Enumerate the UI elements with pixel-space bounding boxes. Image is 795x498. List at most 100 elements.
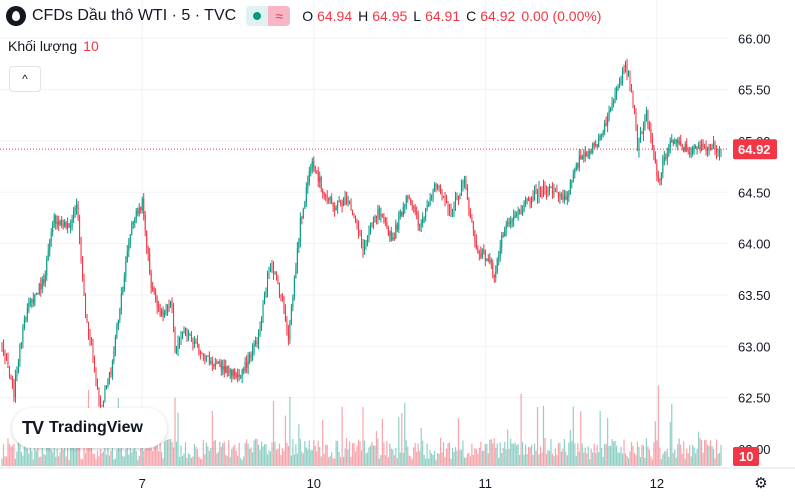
gear-icon[interactable]: ⚙ [754,475,768,492]
volume-bar [238,442,240,466]
candle [466,184,468,201]
candle [672,139,674,147]
volume-bar [414,443,416,466]
candle [214,357,216,370]
candle [695,144,697,149]
candle [134,216,136,228]
volume-legend[interactable]: Khối lượng 10 [8,38,99,54]
candle [692,145,694,157]
high-key: H [358,8,369,24]
chart-legend: CFDs Dầu thô WTI · 5 · TVC ≈ O 64.94 H 64.… [6,6,603,26]
volume-bar [350,456,352,466]
candle [95,367,97,387]
candle [595,139,597,148]
candle [272,261,274,280]
candle [517,206,519,221]
candle [510,216,512,229]
candle [35,292,37,296]
volume-bar [559,442,561,466]
candle [310,163,312,177]
volume-bar [381,418,383,466]
candle [556,184,558,193]
candle [629,70,631,92]
candle [19,343,21,367]
volume-bar [481,450,483,466]
candle [229,367,231,379]
volume-bar [196,449,199,466]
candle [507,218,509,228]
candle [675,139,677,148]
candle [82,256,84,282]
tradingview-logo[interactable]: TV TradingView [12,408,167,448]
volume-bar [454,447,457,466]
candle [159,303,161,317]
volume-bar [702,452,704,466]
candle [559,191,561,204]
candle [483,244,485,255]
volume-bar [422,440,424,466]
volume-bar [137,459,139,466]
volume-bar [677,444,679,466]
candle [13,379,15,402]
candle [119,307,121,324]
candle [437,183,439,191]
candle [657,170,659,183]
candle [311,157,313,174]
candle [137,207,139,217]
candle [719,146,721,161]
candle [262,300,264,324]
wave-icon[interactable]: ≈ [268,6,291,26]
candle [356,218,358,230]
candle [226,365,228,378]
volume-bar [496,443,498,466]
volume-bar [709,440,712,466]
volume-bar [135,451,137,466]
volume-bar [510,438,512,466]
symbol-title[interactable]: CFDs Dầu thô WTI · 5 · TVC [32,7,237,24]
volume-bar [420,428,422,466]
candle [395,219,397,239]
candle [93,355,95,373]
volume-bar [96,450,99,466]
volume-bar [89,446,91,466]
volume-bar [692,444,694,466]
candle [372,216,374,230]
candle [393,232,395,242]
volume-bar [389,443,391,466]
volume-bar [456,450,458,466]
candle [581,154,583,160]
volume-bar [280,455,282,466]
collapse-legend-button[interactable]: ^ [9,66,41,92]
candle [572,169,574,183]
volume-bar [478,447,480,466]
volume-bar [317,440,319,466]
candle [457,195,459,206]
volume-bar [338,452,340,466]
market-status-pill[interactable]: ≈ [246,6,291,26]
volume-bar [483,450,485,466]
price-tick-label: 66.00 [738,31,771,46]
market-open-indicator[interactable] [246,6,269,26]
volume-bar [205,442,207,466]
candle [454,191,456,211]
candle [611,97,613,111]
candle [720,148,722,158]
volume-bar [451,447,454,466]
candle [83,273,85,297]
volume-bar [240,458,242,466]
volume-bar [480,441,482,466]
volume-bar [499,442,501,466]
volume-bar [290,455,292,466]
candle [210,357,212,365]
volume-bar [214,440,216,466]
candle [281,293,283,302]
volume-bar [607,418,609,466]
volume-bar [541,452,543,466]
candle [545,185,547,200]
volume-bar [23,439,25,466]
candle [392,232,394,241]
volume-bar [232,446,234,466]
candle [258,329,260,350]
candle [277,274,279,285]
